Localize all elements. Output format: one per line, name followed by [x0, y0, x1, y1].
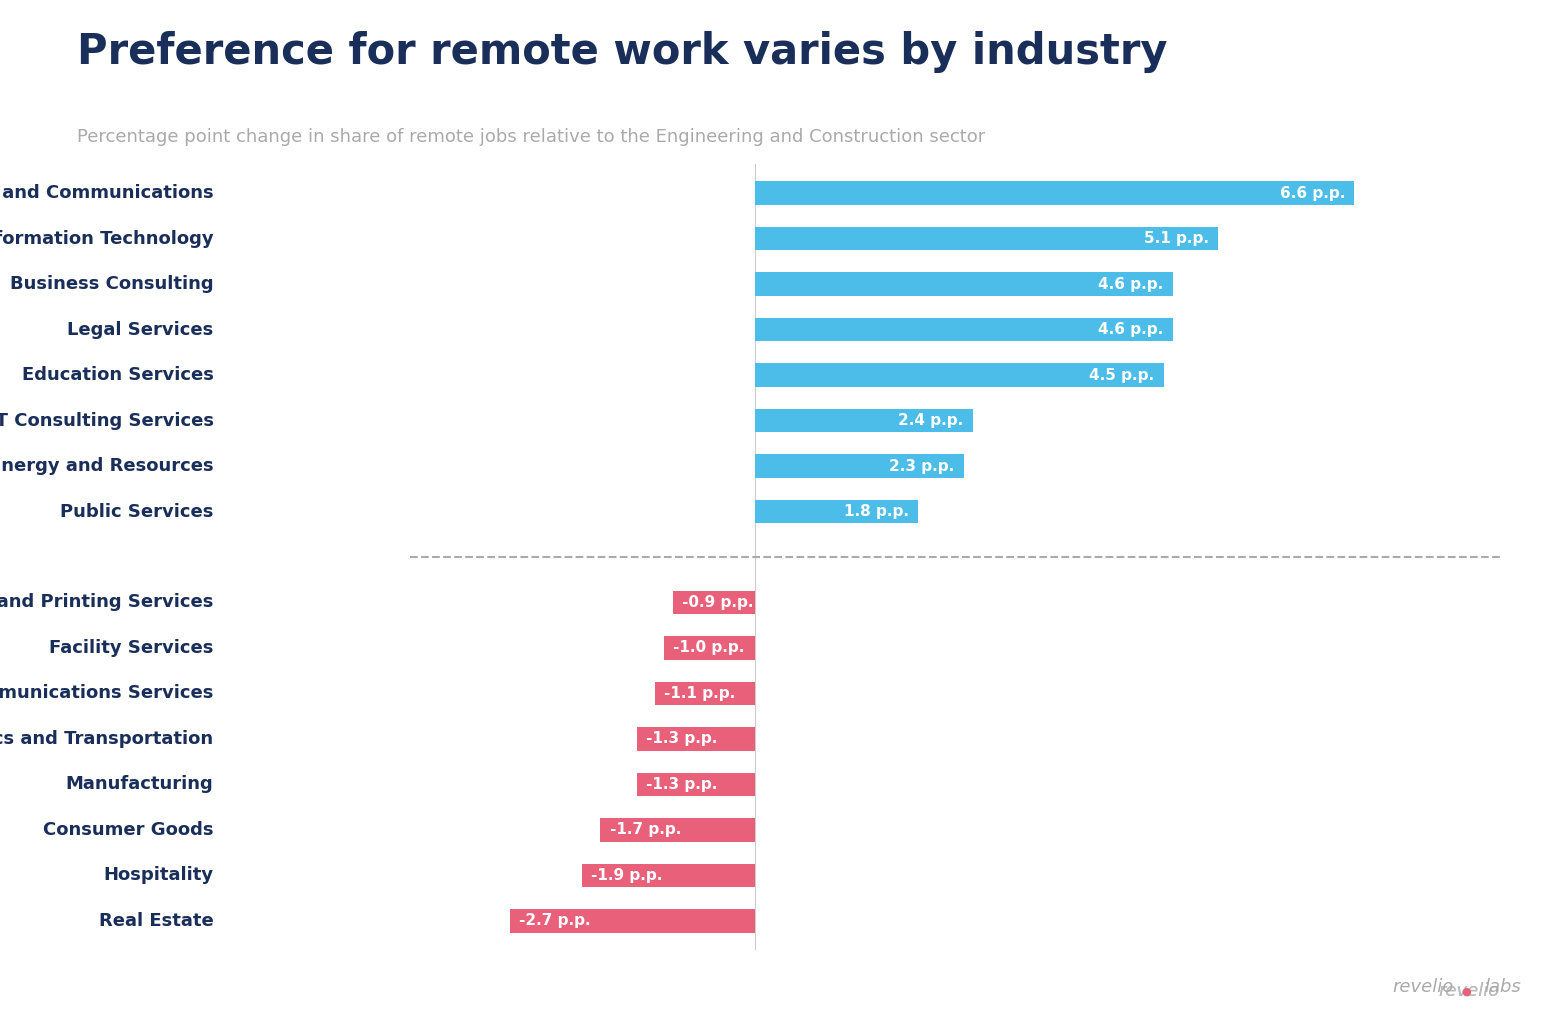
- Text: revelio: revelio: [1438, 982, 1500, 1000]
- Text: 1.8 p.p.: 1.8 p.p.: [844, 504, 909, 519]
- Bar: [754, 500, 918, 523]
- Text: -1.0 p.p.: -1.0 p.p.: [673, 641, 745, 655]
- Text: Energy and Resources: Energy and Resources: [0, 457, 213, 475]
- Text: labs: labs: [1484, 978, 1521, 996]
- Text: 4.5 p.p.: 4.5 p.p.: [1090, 368, 1155, 382]
- Text: 2.3 p.p.: 2.3 p.p.: [889, 459, 954, 473]
- Bar: [510, 909, 754, 933]
- Text: Hospitality: Hospitality: [104, 867, 213, 884]
- Text: Media and Communications: Media and Communications: [0, 184, 213, 202]
- Text: revelio: revelio: [1438, 982, 1500, 1000]
- Bar: [754, 363, 1164, 387]
- Text: -1.9 p.p.: -1.9 p.p.: [592, 868, 663, 883]
- Bar: [754, 181, 1354, 205]
- Text: -0.9 p.p.: -0.9 p.p.: [682, 595, 753, 610]
- Text: IT Consulting Services: IT Consulting Services: [0, 412, 213, 429]
- Bar: [583, 864, 754, 887]
- Text: revelio: revelio: [1391, 978, 1453, 996]
- Text: 4.6 p.p.: 4.6 p.p.: [1098, 322, 1164, 337]
- Text: Business Consulting: Business Consulting: [9, 275, 213, 293]
- Bar: [754, 409, 972, 432]
- Text: Real Estate: Real Estate: [99, 912, 213, 930]
- Bar: [754, 318, 1172, 341]
- Text: Manufacturing: Manufacturing: [66, 776, 213, 793]
- Bar: [600, 818, 754, 842]
- Bar: [665, 636, 754, 660]
- Text: -1.3 p.p.: -1.3 p.p.: [646, 732, 717, 746]
- Text: Consumer Goods: Consumer Goods: [43, 821, 213, 839]
- Text: Telecommunications Services: Telecommunications Services: [0, 685, 213, 702]
- Text: Public Services: Public Services: [60, 503, 213, 520]
- Text: -1.1 p.p.: -1.1 p.p.: [665, 686, 736, 701]
- Text: Education Services: Education Services: [22, 366, 213, 384]
- Text: -2.7 p.p.: -2.7 p.p.: [519, 914, 591, 928]
- Bar: [754, 272, 1172, 296]
- Text: 6.6 p.p.: 6.6 p.p.: [1280, 186, 1345, 200]
- Text: ●: ●: [1461, 986, 1470, 996]
- Text: Percentage point change in share of remote jobs relative to the Engineering and : Percentage point change in share of remo…: [77, 128, 985, 146]
- Bar: [673, 591, 754, 614]
- Text: 4.6 p.p.: 4.6 p.p.: [1098, 277, 1164, 291]
- Text: Information Technology: Information Technology: [0, 230, 213, 247]
- Text: Design and Printing Services: Design and Printing Services: [0, 594, 213, 611]
- Bar: [656, 682, 754, 705]
- Bar: [754, 454, 963, 478]
- Text: Preference for remote work varies by industry: Preference for remote work varies by ind…: [77, 31, 1167, 73]
- Bar: [637, 773, 754, 796]
- Bar: [754, 227, 1218, 250]
- Bar: [637, 727, 754, 751]
- Text: Legal Services: Legal Services: [68, 321, 213, 338]
- Text: 5.1 p.p.: 5.1 p.p.: [1144, 231, 1209, 246]
- Text: Logistics and Transportation: Logistics and Transportation: [0, 730, 213, 748]
- Text: -1.3 p.p.: -1.3 p.p.: [646, 777, 717, 792]
- Text: -1.7 p.p.: -1.7 p.p.: [609, 823, 680, 837]
- Text: 2.4 p.p.: 2.4 p.p.: [898, 413, 963, 428]
- Text: Facility Services: Facility Services: [49, 639, 213, 657]
